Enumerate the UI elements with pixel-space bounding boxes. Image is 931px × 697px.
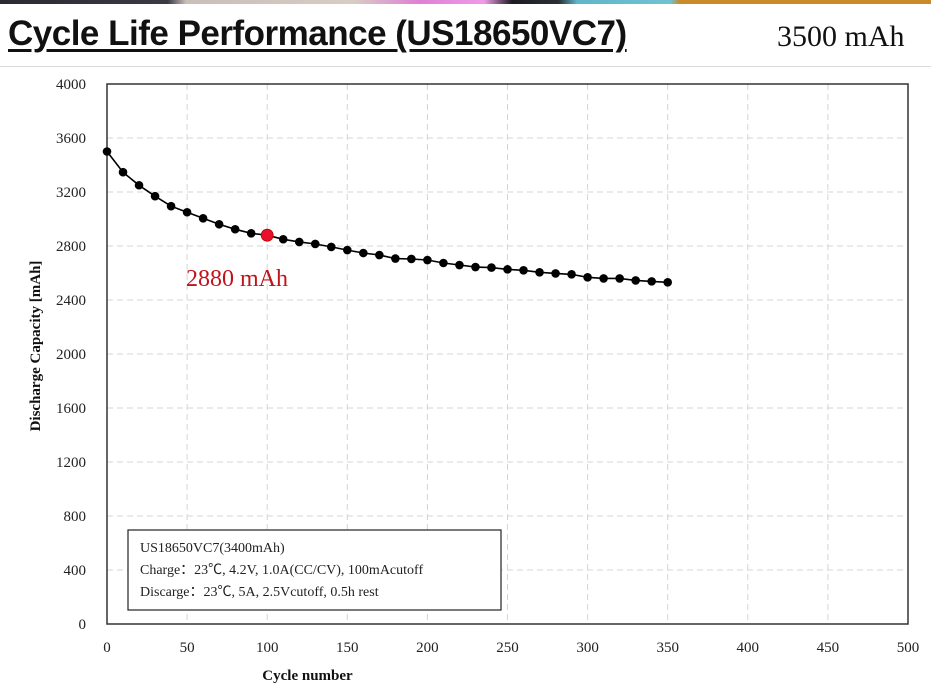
legend-line-1: US18650VC7(3400mAh) (140, 541, 285, 556)
plot-frame (106, 83, 909, 625)
data-point (535, 268, 544, 277)
highlight-point (260, 228, 274, 242)
x-axis-label: Cycle number (262, 668, 353, 684)
data-point (407, 254, 416, 264)
x-tick-label: 150 (336, 640, 359, 656)
y-axis-label: Discharge Capacity [mAh] (28, 261, 44, 432)
y-tick-labels: 0 400 800 1200 1600 2000 2400 2800 3200 3600 4000 (56, 77, 86, 633)
x-tick-label: 200 (416, 640, 439, 656)
y-tick-label: 3200 (56, 185, 86, 201)
highlight-annotation: 2880 mAh (186, 266, 288, 292)
data-point (343, 245, 352, 255)
y-tick-label: 800 (64, 509, 87, 525)
data-point (359, 248, 368, 258)
x-tick-label: 100 (256, 640, 279, 656)
data-point (471, 262, 480, 272)
data-point (182, 207, 192, 217)
data-point (567, 270, 576, 279)
data-point (615, 274, 624, 283)
slide-title: Cycle Life Performance (US18650VC7) (8, 14, 627, 53)
data-point (230, 224, 240, 234)
x-tick-label: 350 (656, 640, 679, 656)
y-tick-label: 400 (64, 563, 87, 579)
data-point (647, 277, 656, 286)
legend-line-2: Charge：23℃, 4.2V, 1.0A(CC/CV), 100mAcuto… (140, 563, 423, 578)
data-point (439, 258, 448, 268)
y-tick-label: 2400 (56, 293, 86, 309)
data-point (487, 263, 496, 272)
data-point (102, 147, 112, 156)
data-point (551, 269, 560, 278)
legend-frame (127, 529, 502, 611)
data-point (214, 219, 224, 229)
data-point (278, 234, 288, 244)
x-tick-label: 500 (897, 640, 920, 656)
legend-box: US18650VC7(3400mAh) Charge：23℃, 4.2V, 1.… (127, 529, 502, 611)
y-tick-label: 3600 (56, 131, 86, 147)
y-tick-label: 2800 (56, 239, 86, 255)
data-point (503, 265, 512, 274)
legend-line-3: Discarge：23℃, 5A, 2.5Vcutoff, 0.5h rest (140, 585, 379, 600)
series-group (102, 147, 672, 287)
x-tick-label: 250 (496, 640, 519, 656)
data-point (198, 214, 208, 223)
data-point (663, 278, 672, 287)
top-image-strip (0, 0, 931, 4)
y-tick-label: 4000 (56, 77, 86, 93)
x-tick-label: 50 (180, 640, 195, 656)
x-tick-label: 300 (576, 640, 599, 656)
data-point (423, 255, 432, 265)
data-point (583, 273, 592, 282)
data-point (310, 239, 320, 249)
series-line (106, 151, 668, 284)
x-tick-label: 450 (817, 640, 840, 656)
x-tick-labels: 0 50 100 150 200 250 300 350 400 450 500 (103, 640, 919, 656)
data-point (326, 242, 336, 252)
data-point (599, 274, 608, 283)
data-point (455, 260, 464, 270)
data-point (134, 180, 144, 190)
x-tick-label: 0 (103, 640, 111, 656)
y-tick-label: 0 (79, 617, 87, 633)
data-point (294, 237, 304, 247)
y-tick-label: 2000 (56, 347, 86, 363)
title-divider (0, 66, 931, 67)
data-point (375, 250, 384, 260)
data-point (246, 229, 256, 238)
y-tick-label: 1200 (56, 455, 86, 471)
slide-subtitle: 3500 mAh (777, 20, 905, 53)
y-tick-label: 1600 (56, 401, 86, 417)
data-point (150, 191, 160, 201)
data-point (519, 266, 528, 275)
data-point (166, 201, 176, 211)
data-point (118, 167, 128, 177)
x-tick-label: 400 (737, 640, 760, 656)
data-point (631, 276, 640, 285)
data-point (391, 254, 400, 263)
